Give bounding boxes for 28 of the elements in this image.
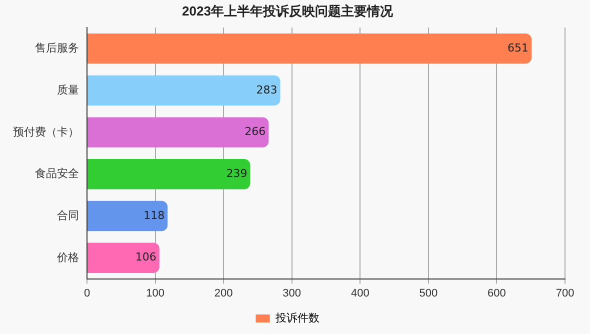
data-label: 106: [135, 250, 156, 264]
y-tick-label: 预付费（卡）: [13, 125, 79, 138]
bar: [88, 33, 532, 64]
x-tick-label: 100: [146, 287, 164, 300]
x-tick-label: 0: [84, 287, 90, 300]
data-label: 266: [244, 125, 266, 138]
data-label: 283: [256, 83, 278, 96]
bar: [88, 117, 269, 148]
bar: [88, 200, 168, 232]
y-tick-label: 售后服务: [35, 42, 79, 55]
bar: [88, 159, 250, 190]
bar: [88, 242, 160, 273]
y-tick-label: 价格: [56, 252, 79, 264]
y-tick-label: 食品安全: [35, 167, 79, 180]
chart-title: 2023年上半年投诉反映问题主要情况: [182, 3, 394, 18]
x-tick-label: 400: [350, 287, 370, 300]
y-tick-label: 合同: [57, 209, 79, 222]
x-tick-label: 600: [488, 287, 506, 300]
x-tick-label: 300: [282, 287, 302, 300]
legend-label: 投诉件数: [274, 312, 320, 325]
y-tick-label: 质量: [57, 83, 79, 96]
bar: [88, 75, 280, 106]
data-label: 651: [508, 41, 529, 54]
x-tick-label: 200: [214, 287, 233, 300]
x-tick-label: 700: [556, 287, 574, 300]
data-label: 239: [226, 166, 248, 180]
x-tick-label: 500: [419, 287, 438, 300]
data-label: 118: [144, 208, 165, 222]
